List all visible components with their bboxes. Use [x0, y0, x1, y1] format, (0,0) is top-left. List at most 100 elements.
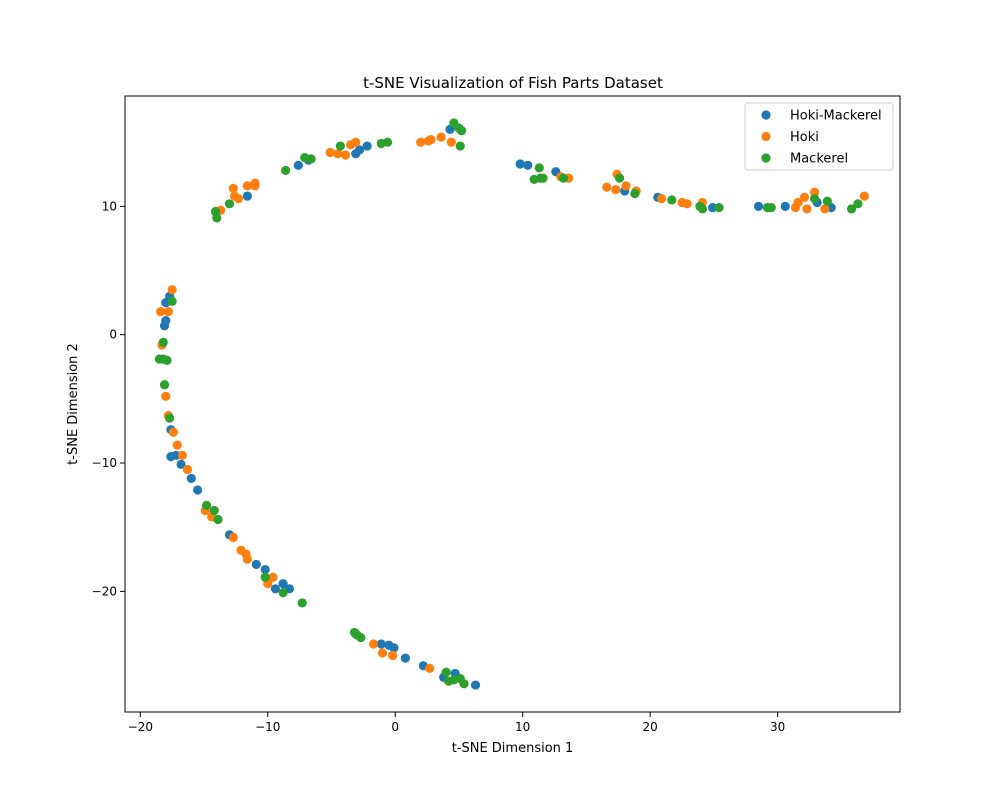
- data-point: [172, 440, 182, 450]
- data-point: [281, 165, 291, 176]
- data-point: [425, 663, 435, 673]
- legend-label: Hoki: [790, 130, 819, 145]
- data-point: [260, 572, 270, 582]
- data-point: [162, 355, 172, 365]
- data-point: [614, 173, 625, 183]
- legend-label: Hoki-Mackerel: [790, 109, 882, 124]
- data-point: [228, 532, 238, 543]
- data-point: [714, 203, 724, 213]
- data-point: [213, 514, 223, 525]
- data-point: [766, 203, 776, 213]
- data-point: [224, 199, 235, 209]
- data-point: [441, 667, 451, 677]
- data-point: [708, 203, 718, 213]
- x-tick-label: 10: [515, 720, 530, 734]
- data-point: [268, 572, 278, 582]
- y-tick-label: −20: [92, 584, 117, 598]
- data-point: [351, 137, 361, 147]
- data-point: [446, 137, 456, 147]
- data-point: [158, 337, 168, 347]
- x-tick-label: 20: [643, 720, 658, 734]
- data-point: [809, 187, 820, 197]
- data-point: [293, 160, 303, 170]
- data-point: [515, 159, 525, 169]
- data-point: [242, 181, 252, 191]
- chart-title: t-SNE Visualization of Fish Parts Datase…: [363, 74, 663, 92]
- data-point: [426, 135, 436, 145]
- x-axis-label: t-SNE Dimension 1: [452, 741, 574, 756]
- ticks-layer: −20 −10 0 10 20 30 −20 −10 0 10: [92, 199, 786, 734]
- x-tick-label: −10: [255, 720, 280, 734]
- x-tick-label: 0: [391, 720, 399, 734]
- data-point: [368, 639, 379, 649]
- data-point: [436, 132, 446, 142]
- data-point: [201, 500, 212, 510]
- data-point: [156, 307, 166, 317]
- data-point: [356, 632, 366, 643]
- data-point: [853, 199, 863, 209]
- data-point: [333, 149, 343, 159]
- data-point: [251, 559, 261, 570]
- data-point: [212, 213, 222, 223]
- data-point: [389, 643, 399, 653]
- data-point: [167, 285, 177, 295]
- data-point: [846, 204, 857, 214]
- data-point: [802, 204, 812, 214]
- data-point: [335, 141, 346, 151]
- data-point: [354, 145, 365, 155]
- data-point: [278, 579, 288, 589]
- data-point: [822, 196, 832, 206]
- data-point: [667, 195, 677, 205]
- data-point: [186, 473, 196, 484]
- data-point: [470, 680, 481, 690]
- x-tick-label: −20: [128, 720, 153, 734]
- legend-marker: [761, 153, 771, 163]
- data-point: [297, 598, 307, 608]
- data-point: [161, 315, 171, 326]
- data-point: [459, 679, 469, 689]
- data-point: [182, 464, 193, 475]
- data-point: [456, 126, 467, 136]
- data-point: [820, 204, 830, 214]
- data-point: [621, 181, 631, 191]
- data-point: [163, 307, 173, 317]
- data-point: [388, 650, 398, 661]
- data-point: [209, 505, 219, 516]
- legend-marker: [761, 131, 771, 142]
- data-point: [340, 150, 351, 160]
- legend-marker: [761, 110, 771, 120]
- plot-area-frame: [124, 95, 901, 713]
- y-tick-label: −10: [92, 456, 117, 470]
- data-point: [793, 197, 803, 208]
- series-hoki-mackerel: [159, 124, 836, 690]
- data-point: [382, 137, 393, 147]
- data-point: [242, 191, 252, 201]
- data-point: [159, 380, 170, 390]
- legend-box: [744, 102, 894, 171]
- data-point: [260, 564, 270, 575]
- data-point: [165, 413, 175, 423]
- data-point: [602, 182, 612, 192]
- data-point: [270, 584, 281, 594]
- legend-items: Hoki-Mackerel Hoki Mackerel: [761, 109, 882, 167]
- data-point: [753, 201, 764, 211]
- data-point: [306, 154, 316, 164]
- data-point: [228, 183, 238, 193]
- x-tick-label: 30: [770, 720, 785, 734]
- data-point: [697, 204, 708, 214]
- data-point: [242, 554, 252, 564]
- data-point: [809, 194, 820, 204]
- legend: Hoki-Mackerel Hoki Mackerel: [744, 102, 894, 171]
- points-layer: [154, 118, 869, 690]
- data-point: [611, 185, 621, 195]
- series-hoki: [156, 132, 869, 673]
- data-point: [859, 191, 869, 201]
- data-point: [682, 199, 692, 209]
- data-point: [250, 181, 260, 191]
- data-point: [630, 188, 640, 199]
- data-point: [534, 163, 544, 173]
- data-point: [523, 160, 533, 170]
- data-point: [362, 141, 372, 151]
- data-point: [161, 391, 171, 401]
